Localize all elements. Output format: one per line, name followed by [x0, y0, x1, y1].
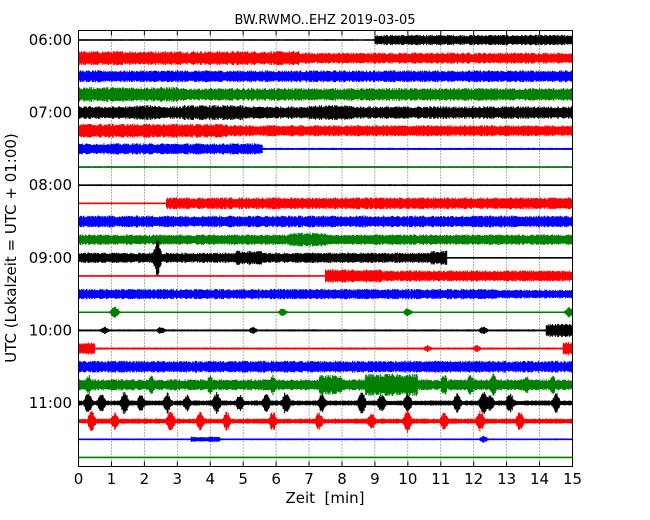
trace-08:45	[78, 232, 573, 247]
x-tick-label: 12	[464, 470, 483, 488]
y-tick-label: 08:00	[29, 176, 72, 194]
x-tick-label: 5	[238, 470, 248, 488]
x-tick-label: 1	[107, 470, 117, 488]
x-tick-label: 13	[497, 470, 516, 488]
trace-09:30	[78, 288, 573, 300]
y-tick-label: 09:00	[29, 249, 72, 267]
x-tick-label: 0	[74, 470, 84, 488]
trace-06:45	[78, 86, 573, 102]
y-tick-label: 10:00	[29, 321, 72, 339]
trace-08:00	[78, 184, 573, 187]
x-tick-label: 15	[563, 470, 582, 488]
trace-10:15	[78, 341, 573, 356]
chart-title: BW.RWMO..EHZ 2019-03-05	[234, 13, 415, 28]
trace-09:00	[78, 239, 573, 276]
trace-09:45	[78, 306, 573, 318]
x-tick-label: 11	[431, 470, 450, 488]
plot-frame	[78, 30, 573, 467]
x-tick-label: 7	[304, 470, 314, 488]
trace-07:45	[78, 166, 573, 168]
y-tick-label: 06:00	[29, 31, 72, 49]
x-axis-label: Zeit [min]	[285, 489, 364, 507]
trace-07:15	[78, 123, 573, 138]
y-tick-label: 07:00	[29, 104, 72, 122]
trace-06:00	[78, 34, 573, 46]
trace-08:15	[78, 197, 573, 210]
x-tick-label: 8	[337, 470, 347, 488]
y-axis-label: UTC (Lokalzeit = UTC + 01:00)	[2, 133, 20, 363]
x-tick-label: 3	[173, 470, 183, 488]
trace-11:00	[78, 391, 573, 415]
y-axis: 06:00 07:00 08:00 09:00 10:00 11:00	[29, 31, 573, 412]
trace-11:45	[78, 456, 573, 459]
x-tick-label: 10	[398, 470, 417, 488]
trace-07:00	[78, 105, 573, 121]
trace-07:30	[78, 143, 573, 155]
x-tick-label: 4	[205, 470, 215, 488]
trace-10:30	[78, 360, 573, 373]
trace-06:15	[78, 51, 573, 66]
trace-10:00	[78, 323, 573, 338]
trace-11:15	[78, 409, 573, 433]
x-axis: 0 1 2 3 4 5 6 7 8 9 10 11 12 13 14 15	[74, 30, 582, 488]
trace-group	[78, 34, 573, 459]
trace-09:15	[78, 269, 573, 283]
trace-10:45	[78, 373, 573, 397]
y-tick-label: 11:00	[29, 394, 72, 412]
x-tick-label: 14	[530, 470, 549, 488]
trace-11:30	[78, 435, 573, 443]
x-tick-label: 9	[370, 470, 380, 488]
trace-08:30	[78, 215, 573, 228]
x-tick-label: 6	[271, 470, 281, 488]
x-tick-label: 2	[140, 470, 150, 488]
trace-06:30	[78, 70, 573, 83]
